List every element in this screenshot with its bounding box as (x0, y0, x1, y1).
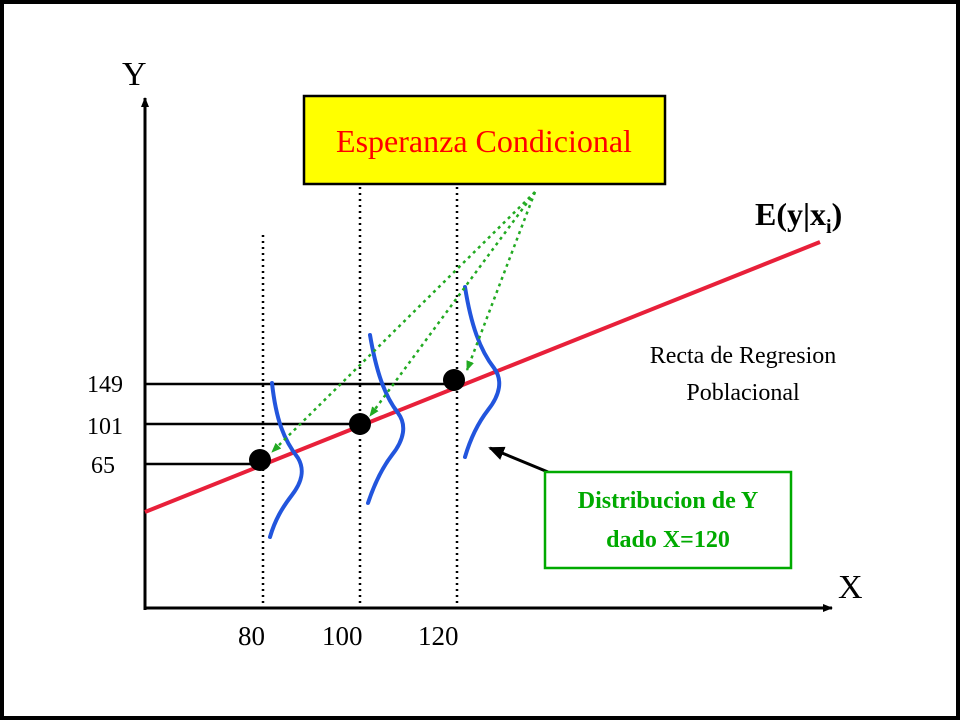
y-axis-label: Y (122, 56, 147, 93)
x-tick-80: 80 (238, 621, 265, 651)
green-arrow-to-x120 (465, 191, 537, 371)
distribution-curve-x100 (366, 333, 406, 505)
regression-label-close: ) (832, 196, 843, 232)
regression-function-label: E(y|xi) (755, 196, 842, 238)
y-tick-101: 101 (87, 414, 123, 440)
distribution-curve-x120 (463, 285, 502, 459)
x-tick-120: 120 (418, 621, 459, 651)
green-arrow-to-x100 (368, 191, 537, 417)
mean-point-x100 (349, 413, 371, 435)
x-axis-label: X (838, 569, 863, 606)
mean-point-x120 (443, 369, 465, 391)
mean-point-x80 (249, 449, 271, 471)
line-description-line1: Recta de Regresion (650, 343, 837, 369)
regression-label-main: E(y|x (755, 196, 826, 232)
distribution-curve-x80 (268, 381, 304, 539)
y-tick-149: 149 (87, 372, 123, 398)
conditional-expectation-text: Esperanza Condicional (336, 123, 632, 159)
distribution-callout-arrow (488, 446, 549, 474)
line-description-line2: Poblacional (686, 380, 800, 406)
distribution-callout-line2: dado X=120 (606, 527, 730, 553)
regression-label-subscript: i (826, 216, 832, 238)
distribution-callout-line1: Distribucion de Y (578, 488, 758, 514)
distribution-callout-box (543, 470, 793, 570)
y-tick-65: 65 (91, 453, 115, 479)
green-arrow-to-x80 (271, 191, 536, 453)
conditional-expectation-box (302, 94, 667, 186)
x-tick-100: 100 (322, 621, 363, 651)
